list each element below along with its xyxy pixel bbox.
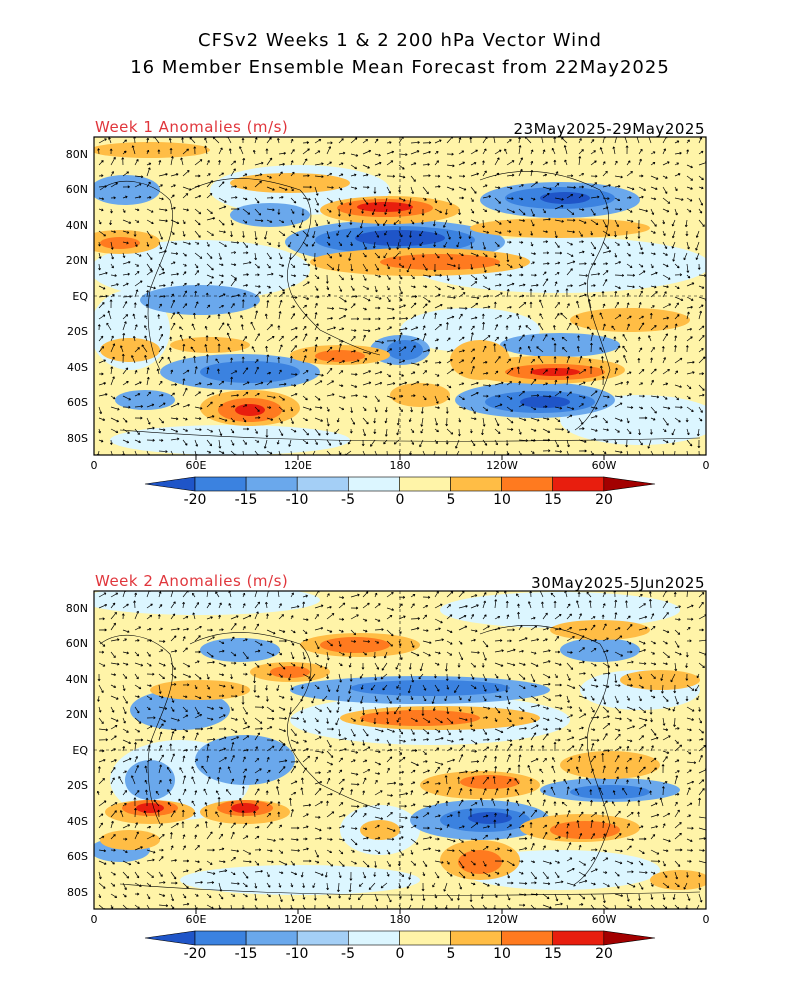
lat-label: 60S xyxy=(67,850,88,863)
lat-label: 60N xyxy=(65,637,88,650)
colorbar-label: 10 xyxy=(493,492,511,508)
colorbar-label: -15 xyxy=(234,946,258,962)
week2-label: Week 2 Anomalies (m/s) xyxy=(95,572,289,590)
lat-label: 40S xyxy=(67,361,88,374)
lon-label: 60E xyxy=(185,913,207,926)
colorbar-label: 20 xyxy=(595,946,613,962)
lat-label: 40N xyxy=(65,673,88,686)
lon-label: 0 xyxy=(702,459,710,472)
title-line-1: CFSv2 Weeks 1 & 2 200 hPa Vector Wind xyxy=(198,30,602,51)
week1-coastlines xyxy=(99,171,701,442)
colorbar-label: -10 xyxy=(285,946,309,962)
lon-label: 120E xyxy=(284,459,312,472)
lon-label: 60E xyxy=(185,459,207,472)
colorbar-label: 5 xyxy=(446,946,456,962)
wind-vector-field xyxy=(96,591,706,909)
colorbar-label: -20 xyxy=(183,492,207,508)
lat-label: EQ xyxy=(72,290,88,303)
lon-label: 120W xyxy=(486,459,518,472)
week1-wind-vectors xyxy=(96,137,706,455)
lat-label: 80S xyxy=(67,886,88,899)
lat-label: 20S xyxy=(67,325,88,338)
colorbar-label: 10 xyxy=(493,946,511,962)
colorbar-label: -10 xyxy=(285,492,309,508)
lat-label: 80S xyxy=(67,432,88,445)
colorbar-label: 5 xyxy=(446,492,456,508)
title-line-2: 16 Member Ensemble Mean Forecast from 22… xyxy=(130,57,670,78)
week2-coastlines xyxy=(99,625,701,896)
wind-vector-field xyxy=(96,137,706,455)
week1-dates: 23May2025-29May2025 xyxy=(513,120,705,138)
lon-label: 180 xyxy=(389,459,411,472)
week2-dates: 30May2025-5Jun2025 xyxy=(531,574,705,592)
colorbar-label: -15 xyxy=(234,492,258,508)
lon-label: 120E xyxy=(284,913,312,926)
colorbar-label: 15 xyxy=(544,946,562,962)
week1-label: Week 1 Anomalies (m/s) xyxy=(95,118,289,136)
lon-label: 180 xyxy=(389,913,411,926)
week2-wind-vectors xyxy=(96,591,706,909)
colorbar-week1 xyxy=(144,476,656,492)
lat-label: 40S xyxy=(67,815,88,828)
lon-label: 0 xyxy=(702,913,710,926)
lat-label: 80N xyxy=(65,148,88,161)
lat-label: 80N xyxy=(65,602,88,615)
colorbar-label: 0 xyxy=(395,492,405,508)
lon-label: 60W xyxy=(591,459,617,472)
lon-label: 0 xyxy=(90,459,98,472)
lat-label: 20S xyxy=(67,779,88,792)
lon-label: 60W xyxy=(591,913,617,926)
lon-label: 120W xyxy=(486,913,518,926)
lat-label: 20N xyxy=(65,254,88,267)
colorbar-label: 0 xyxy=(395,946,405,962)
week1-map xyxy=(94,137,706,455)
lon-label: 0 xyxy=(90,913,98,926)
week2-map xyxy=(94,591,706,909)
colorbar-label: -20 xyxy=(183,946,207,962)
lat-label: 60S xyxy=(67,396,88,409)
lat-label: 40N xyxy=(65,219,88,232)
colorbar-label: 15 xyxy=(544,492,562,508)
colorbar-label: -5 xyxy=(341,946,355,962)
colorbar-week2 xyxy=(144,930,656,946)
lat-label: EQ xyxy=(72,744,88,757)
lat-label: 60N xyxy=(65,183,88,196)
colorbar-label: -5 xyxy=(341,492,355,508)
colorbar-label: 20 xyxy=(595,492,613,508)
lat-label: 20N xyxy=(65,708,88,721)
